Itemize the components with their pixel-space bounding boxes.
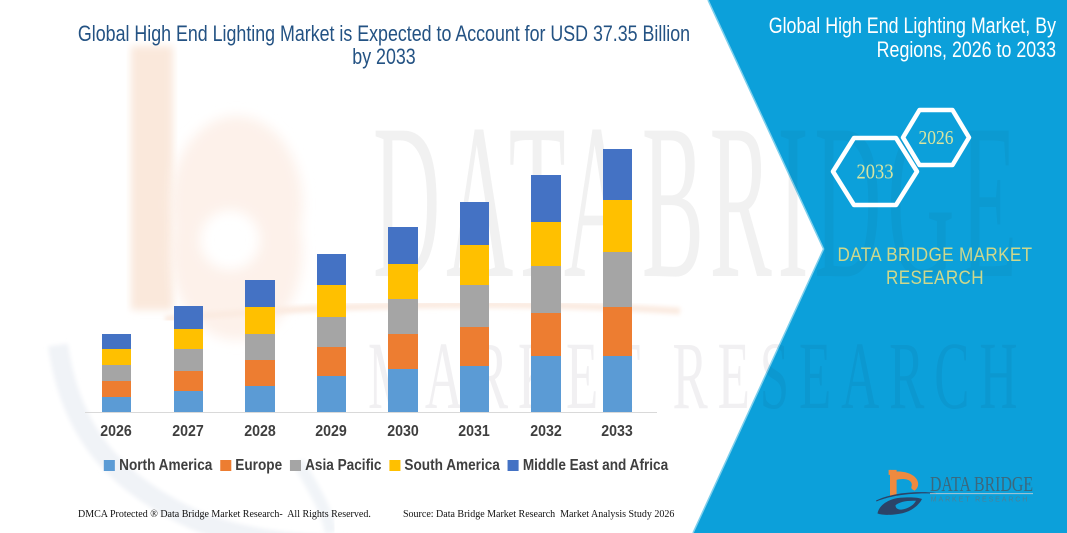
svg-text:2033: 2033 [857,160,894,184]
svg-text:MARKET RESEARCH: MARKET RESEARCH [931,497,1029,504]
svg-text:2026: 2026 [919,127,954,149]
svg-text:DATA BRIDGE: DATA BRIDGE [930,472,1033,496]
